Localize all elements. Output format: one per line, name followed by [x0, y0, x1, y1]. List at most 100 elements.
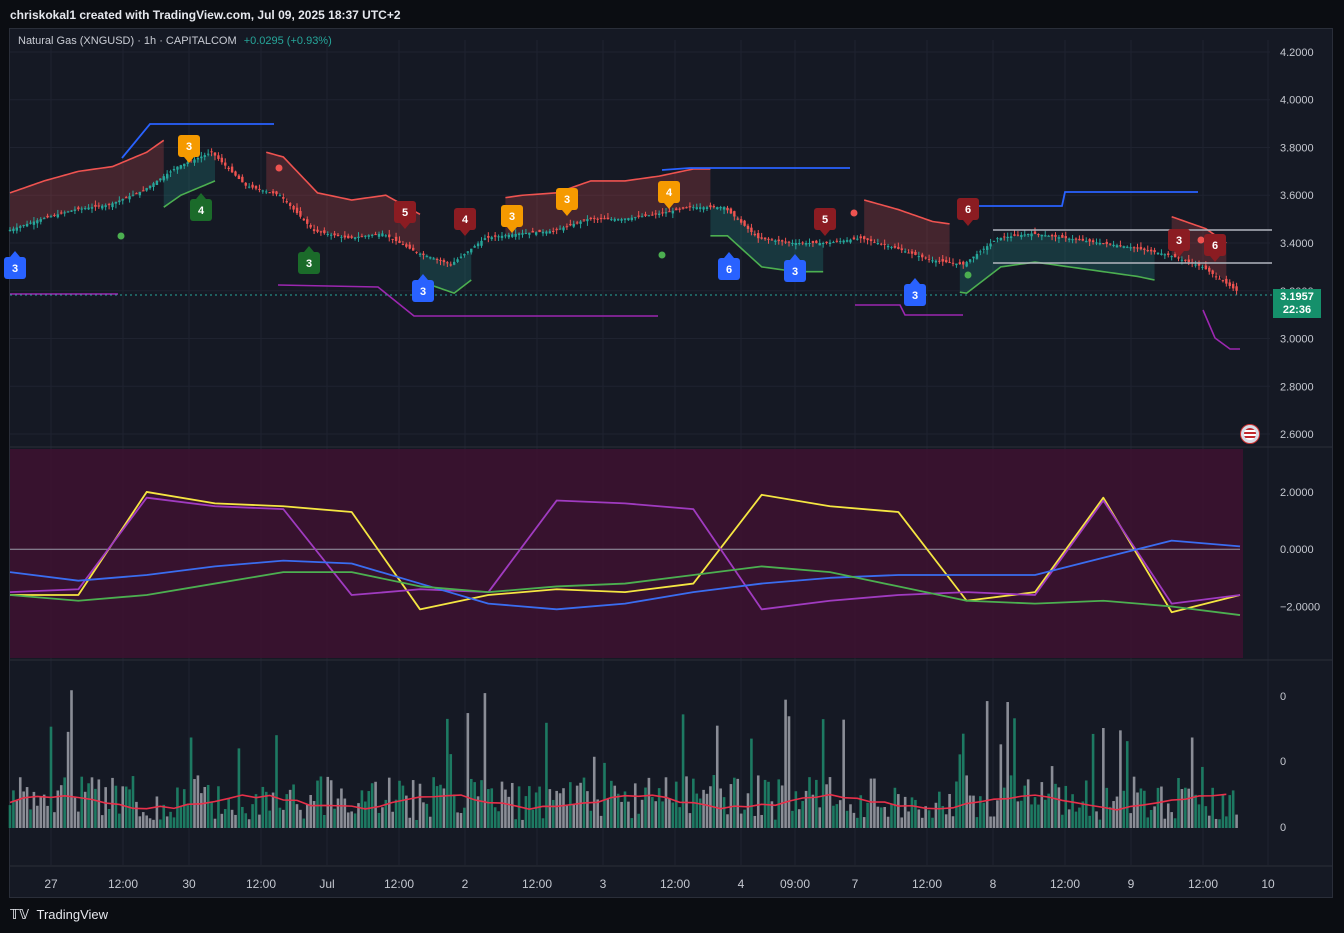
symbol-legend[interactable]: Natural Gas (XNGUSD) · 1h · CAPITALCOM +…: [18, 35, 332, 47]
volume-bar: [480, 780, 483, 828]
volume-bar: [449, 754, 453, 828]
setup-label-text: 3: [564, 194, 570, 206]
candle-body: [1221, 280, 1225, 282]
volume-bar: [258, 814, 261, 828]
volume-bar: [278, 807, 282, 828]
candle-body: [548, 231, 552, 234]
volume-bar: [572, 804, 576, 828]
volume-bar: [934, 802, 938, 828]
volume-bar: [196, 775, 200, 828]
volume-bar: [620, 801, 623, 828]
candle-body: [606, 217, 610, 220]
candle-body: [401, 243, 405, 245]
volume-bar: [1091, 733, 1095, 828]
volume-bar: [456, 812, 459, 828]
candle-body: [1201, 266, 1204, 268]
candle-body: [675, 208, 678, 211]
trend-cloud: [10, 140, 164, 232]
candle-body: [835, 240, 839, 242]
candle-body: [862, 236, 866, 240]
oscillator-background: [10, 449, 1243, 658]
candle-body: [507, 234, 511, 238]
volume-bar: [268, 810, 271, 828]
volume-bar: [931, 817, 934, 828]
volume-bar: [326, 776, 330, 828]
candle-body: [142, 190, 145, 192]
support-line: [277, 284, 658, 317]
volume-bar: [80, 776, 84, 828]
candle-body: [962, 261, 965, 265]
candle-body: [903, 251, 907, 253]
candle-body: [405, 244, 408, 247]
volume-bar: [640, 799, 644, 828]
candle-body: [415, 251, 418, 253]
volume-bar: [463, 807, 466, 828]
candle-body: [336, 234, 340, 237]
candle-body: [784, 241, 787, 243]
candle-body: [640, 216, 644, 218]
volume-bar: [230, 809, 234, 828]
volume-bar: [285, 794, 289, 828]
setup-label-sell-count: 5: [394, 201, 416, 229]
candle-body: [1067, 238, 1071, 240]
signal-dot: [117, 232, 125, 240]
x-axis-label: 12:00: [246, 877, 276, 891]
candle-body: [459, 256, 463, 258]
us-flag-icon[interactable]: [1240, 424, 1260, 444]
volume-bar: [169, 811, 172, 828]
candle-body: [832, 242, 835, 244]
volume-bar: [961, 733, 965, 828]
candle-body: [452, 261, 456, 265]
candle-body: [227, 167, 230, 169]
volume-bar: [1143, 790, 1146, 828]
x-axis-label: 27: [44, 877, 58, 891]
volume-bar: [90, 777, 94, 828]
volume-bar: [432, 777, 435, 828]
candle-body: [938, 260, 941, 262]
candle-body: [801, 242, 804, 244]
candle-body: [19, 226, 22, 228]
volume-bar: [319, 776, 323, 828]
candle-body: [1020, 234, 1023, 238]
volume-bar: [613, 785, 617, 828]
oscillator-pane[interactable]: [9, 491, 1241, 616]
candle-body: [230, 166, 234, 173]
signal-dot: [275, 164, 283, 172]
volume-pane[interactable]: [8, 690, 1238, 828]
candle-body: [1149, 249, 1153, 252]
volume-bar: [876, 806, 880, 828]
candle-body: [685, 207, 688, 209]
volume-bar: [702, 789, 705, 828]
candle-body: [1061, 234, 1064, 238]
candle-body: [1108, 243, 1112, 245]
volume-bar: [22, 791, 25, 828]
candle-body: [951, 262, 955, 264]
candle-body: [644, 214, 647, 216]
volume-bar: [900, 817, 904, 828]
volume-bar: [210, 801, 213, 828]
volume-bar: [452, 794, 456, 828]
x-axis-label: 7: [852, 877, 859, 891]
volume-bar: [357, 803, 360, 828]
candle-body: [261, 190, 265, 192]
candle-body: [145, 188, 148, 191]
volume-bar: [128, 789, 131, 828]
price-axis-label: 3.4000: [1280, 238, 1314, 250]
candle-body: [921, 254, 924, 258]
candle-body: [97, 205, 101, 207]
candle-body: [794, 243, 798, 245]
trailing-stop-line: [959, 261, 1155, 294]
candle-body: [623, 218, 627, 220]
volume-bar: [360, 790, 364, 828]
candle-body: [873, 241, 876, 243]
candle-body: [148, 185, 152, 189]
volume-bar: [213, 818, 217, 828]
candle-body: [25, 223, 29, 227]
candle-body: [439, 259, 442, 261]
setup-label-buy-count: 4: [190, 193, 212, 221]
candle-body: [753, 233, 757, 236]
volume-bar: [1050, 766, 1054, 828]
volume-bar: [859, 795, 863, 828]
price-pane[interactable]: 3 3 4 3 5 4 3 3 3 4 6 3 5 3 6 3 6: [4, 123, 1272, 350]
